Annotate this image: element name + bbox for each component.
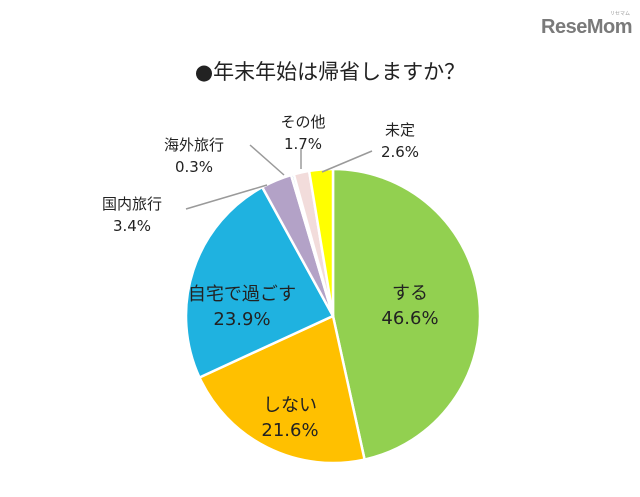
pie-slice-2: [198, 314, 366, 465]
leader-line-4: [185, 184, 268, 210]
resemom-logo: リセマム ReseMom: [528, 10, 632, 40]
slice-value-4: 3.4%: [113, 217, 151, 235]
leader-line-7: [321, 150, 373, 173]
slice-label-5: 海外旅行: [164, 136, 224, 154]
chart-title: ●年末年始は帰省しますか？: [195, 60, 465, 84]
labels-layer: する 46.6% しない 21.6% 自宅で過ごす 23.9% 国内旅行 3.4% 海外旅行 0.…: [102, 113, 439, 441]
logo-kana: リセマム: [609, 11, 630, 17]
pie-slice-7: [307, 167, 335, 318]
slice-label-7: 未定: [385, 121, 415, 139]
slice-value-5: 0.3%: [175, 158, 213, 176]
leader-line-5: [249, 144, 285, 176]
slice-label-3: 自宅で過ごす: [188, 284, 296, 305]
slice-label-6: その他: [280, 113, 325, 131]
slice-value-1: 46.6%: [381, 308, 438, 329]
slice-value-2: 21.6%: [261, 420, 318, 441]
slice-value-7: 2.6%: [381, 143, 419, 161]
logo-text: ReseMom: [541, 16, 632, 38]
slices-layer: [184, 167, 482, 465]
leader-lines: [185, 144, 373, 210]
slice-label-2: しない: [263, 395, 317, 416]
pie-slice-3: [184, 185, 335, 379]
slice-label-4: 国内旅行: [102, 195, 162, 213]
slice-value-3: 23.9%: [213, 309, 270, 330]
slice-label-1: する: [392, 283, 428, 304]
slice-value-6: 1.7%: [284, 135, 322, 153]
pie-slice-1: [331, 167, 482, 461]
